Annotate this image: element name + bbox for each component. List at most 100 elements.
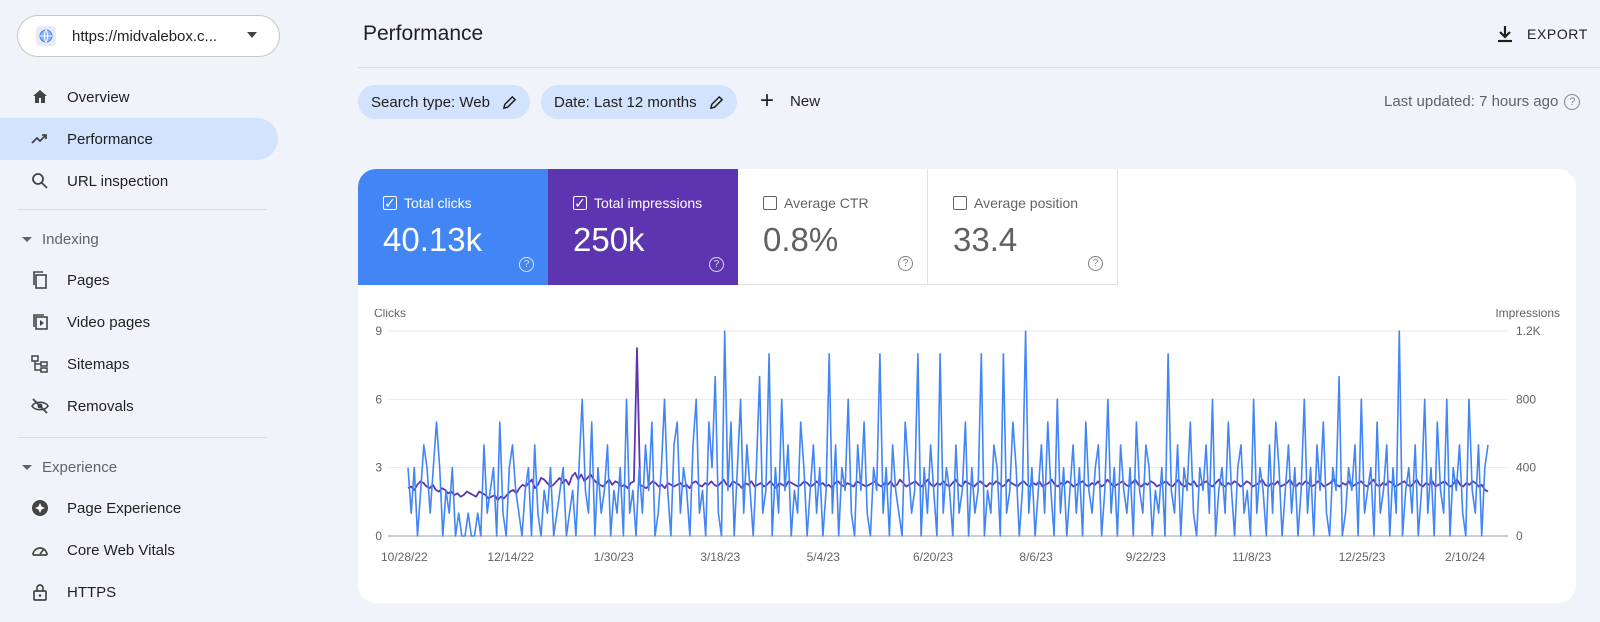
globe-icon (36, 26, 56, 46)
x-tick-label: 8/6/23 (1019, 550, 1053, 564)
home-icon (30, 87, 50, 107)
x-tick-label: 2/10/24 (1445, 550, 1485, 564)
x-tick-label: 12/14/22 (487, 550, 534, 564)
metric-average-ctr[interactable]: Average CTR 0.8% ? (738, 169, 928, 285)
checkbox-checked-icon[interactable]: ✓ (573, 194, 587, 211)
nav-label: Video pages (67, 313, 151, 331)
page-title: Performance (363, 22, 484, 45)
help-icon[interactable]: ? (519, 257, 534, 272)
property-url: https://midvalebox.c... (72, 27, 218, 45)
nav-label: Removals (67, 397, 134, 415)
new-label: New (790, 92, 821, 110)
series-line-impressions (407, 347, 1489, 501)
nav-label: Overview (67, 88, 130, 106)
nav-removals[interactable]: Removals (0, 385, 278, 427)
metric-total-impressions[interactable]: ✓ Total impressions 250k ? (548, 169, 738, 285)
section-indexing[interactable]: Indexing (22, 231, 99, 248)
x-tick-label: 11/8/23 (1232, 550, 1271, 564)
video-pages-icon (30, 312, 50, 332)
new-filter-button[interactable]: + New (760, 87, 821, 114)
search-icon (30, 171, 50, 191)
metric-label: Total clicks (404, 195, 472, 211)
nav-pages[interactable]: Pages (0, 259, 278, 301)
y-tick-label-left: 9 (375, 324, 382, 338)
trending-up-icon (30, 129, 50, 149)
y-tick-label-right: 800 (1516, 392, 1536, 406)
x-tick-label: 12/25/23 (1339, 550, 1386, 564)
checkbox-unchecked-icon[interactable] (953, 196, 967, 210)
gauge-icon (30, 540, 50, 560)
chip-label: Search type: Web (371, 93, 490, 111)
chevron-down-icon[interactable] (247, 32, 257, 38)
y-axis-title-right: Impressions (1495, 309, 1560, 320)
nav-label: Performance (67, 130, 153, 148)
lock-icon (30, 582, 50, 602)
pencil-icon (502, 95, 517, 109)
download-icon (1498, 26, 1512, 43)
collapse-icon (22, 237, 32, 242)
x-tick-label: 1/30/23 (594, 550, 634, 564)
help-icon[interactable]: ? (898, 256, 913, 271)
pages-icon (30, 270, 50, 290)
help-icon[interactable]: ? (1564, 93, 1581, 110)
collapse-icon (22, 465, 32, 470)
nav-label: Sitemaps (67, 355, 130, 373)
section-title: Experience (42, 459, 118, 476)
x-tick-label: 6/20/23 (913, 550, 953, 564)
nav-label: Pages (67, 271, 110, 289)
header-divider (358, 67, 1600, 68)
nav-label: Page Experience (67, 499, 182, 517)
pencil-icon (709, 95, 723, 109)
nav-video-pages[interactable]: Video pages (0, 301, 278, 343)
performance-chart[interactable]: Clicks Impressions 0 0 3 400 6 800 9 1.2K 10/28/22… (358, 309, 1576, 603)
chip-label: Date: Last 12 months (554, 93, 697, 111)
last-updated-text: Last updated: 7 hours ago (1384, 93, 1559, 110)
x-tick-label: 10/28/22 (381, 550, 428, 564)
nav-performance[interactable]: Performance (0, 118, 278, 160)
nav-core-web-vitals[interactable]: Core Web Vitals (0, 529, 278, 571)
nav-https[interactable]: HTTPS (0, 571, 278, 613)
metric-value: 250k (573, 221, 645, 258)
y-tick-label-right: 400 (1516, 461, 1536, 475)
metric-total-clicks[interactable]: ✓ Total clicks 40.13k ? (358, 169, 548, 285)
metric-value: 33.4 (953, 221, 1018, 258)
section-title: Indexing (42, 231, 99, 248)
metric-label: Average CTR (784, 195, 869, 211)
divider (17, 437, 267, 438)
help-icon[interactable]: ? (1088, 256, 1103, 271)
search-type-filter-chip[interactable]: Search type: Web (358, 85, 530, 119)
metric-value: 40.13k (383, 221, 483, 258)
y-axis-title-left: Clicks (374, 309, 406, 320)
nav-label: Core Web Vitals (67, 541, 175, 559)
y-tick-label-left: 0 (375, 529, 382, 543)
nav-overview[interactable]: Overview (0, 76, 278, 118)
divider (17, 209, 267, 210)
metric-label: Total impressions (594, 195, 703, 211)
nav-page-experience[interactable]: Page Experience (0, 487, 278, 529)
checkbox-checked-icon[interactable]: ✓ (383, 194, 397, 211)
y-tick-label-left: 6 (375, 392, 382, 406)
checkbox-unchecked-icon[interactable] (763, 196, 777, 210)
plus-icon: + (760, 87, 775, 114)
export-label: EXPORT (1527, 26, 1588, 42)
y-tick-label-right: 0 (1516, 529, 1523, 543)
metric-label: Average position (974, 195, 1079, 211)
x-tick-label: 5/4/23 (807, 550, 841, 564)
nav-url-inspection[interactable]: URL inspection (0, 160, 278, 202)
help-icon[interactable]: ? (709, 257, 724, 272)
metric-average-position[interactable]: Average position 33.4 ? (928, 169, 1118, 285)
metric-value: 0.8% (763, 221, 839, 258)
series-line-clicks (407, 330, 1489, 537)
sidebar: https://midvalebox.c... Overview Perform… (0, 0, 282, 622)
section-experience[interactable]: Experience (22, 459, 117, 476)
last-updated: Last updated: 7 hours ago ? (1384, 93, 1581, 110)
sitemap-icon (30, 354, 50, 374)
y-tick-label-right: 1.2K (1516, 324, 1541, 338)
export-button[interactable]: EXPORT (1495, 24, 1588, 44)
date-filter-chip[interactable]: Date: Last 12 months (541, 85, 737, 119)
performance-card: ✓ Total clicks 40.13k ? ✓ Total impression… (358, 169, 1576, 603)
eye-off-icon (30, 396, 50, 416)
nav-sitemaps[interactable]: Sitemaps (0, 343, 278, 385)
property-selector[interactable]: https://midvalebox.c... (17, 15, 280, 57)
nav-label: URL inspection (67, 172, 169, 190)
